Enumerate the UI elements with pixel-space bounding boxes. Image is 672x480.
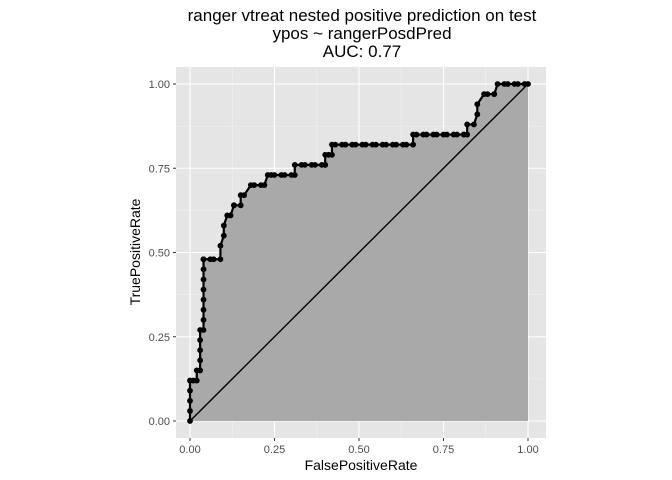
roc-point [231, 202, 237, 209]
roc-point [281, 172, 288, 178]
roc-point [514, 81, 521, 87]
x-axis-ticks: 0.00 0.25 0.50 0.75 1.00 [179, 438, 539, 456]
roc-point [433, 131, 440, 138]
roc-point [217, 242, 224, 249]
y-tick-label: 0.50 [149, 248, 170, 260]
roc-point [491, 91, 498, 98]
roc-point [200, 327, 207, 333]
roc-point [200, 296, 207, 303]
roc-point [237, 202, 244, 209]
roc-point [187, 407, 193, 414]
roc-point [187, 387, 193, 394]
roc-point [413, 131, 420, 138]
roc-point [454, 131, 460, 138]
roc-point [241, 192, 247, 199]
y-tick-label: 0.00 [149, 416, 170, 428]
y-tick-label: 0.25 [149, 332, 170, 344]
chart-title: ranger vtreat nested positive prediction… [187, 6, 537, 25]
roc-point [342, 141, 349, 148]
roc-point [329, 151, 335, 158]
roc-point [291, 172, 298, 178]
roc-point [464, 131, 471, 138]
roc-point [261, 182, 268, 189]
roc-point [474, 111, 481, 118]
roc-point [187, 418, 193, 424]
roc-point [352, 141, 359, 148]
y-axis-ticks: 0.00 0.25 0.50 0.75 1.00 [149, 79, 176, 428]
chart-subtitle: ypos ~ rangerPosdPred [272, 24, 452, 43]
roc-point [200, 286, 207, 293]
roc-point [220, 232, 227, 239]
roc-point [220, 222, 227, 229]
roc-point [362, 141, 369, 148]
roc-point [464, 121, 471, 128]
roc-point [200, 276, 207, 283]
roc-point [410, 141, 416, 148]
x-tick-label: 0.25 [264, 444, 285, 456]
roc-point [443, 131, 450, 138]
y-tick-label: 0.75 [149, 163, 170, 175]
roc-point [471, 121, 477, 128]
roc-point [271, 172, 278, 178]
roc-point [312, 161, 318, 168]
roc-point [302, 161, 308, 168]
roc-point [525, 81, 531, 87]
x-tick-label: 0.75 [433, 444, 454, 456]
y-axis-title: TruePositiveRate [127, 198, 143, 305]
x-axis-title: FalsePositiveRate [305, 457, 418, 473]
roc-point [200, 306, 207, 313]
roc-point [210, 256, 217, 263]
roc-point [187, 397, 193, 404]
roc-point [494, 81, 501, 87]
y-tick-label: 1.00 [149, 79, 170, 91]
roc-point [423, 131, 430, 138]
x-tick-label: 1.00 [517, 444, 538, 456]
roc-point [403, 141, 410, 148]
roc-point [197, 367, 204, 374]
roc-point [227, 212, 234, 219]
roc-point [200, 266, 207, 273]
roc-point [474, 101, 481, 108]
roc-point [504, 81, 511, 87]
roc-point [484, 91, 491, 98]
roc-point [322, 161, 329, 168]
chart-caption: AUC: 0.77 [322, 42, 402, 61]
roc-point [251, 182, 258, 189]
roc-point [200, 317, 207, 323]
roc-point [197, 357, 204, 364]
diagonal-reference-line [189, 83, 529, 422]
roc-points [187, 81, 531, 424]
roc-point [193, 377, 200, 384]
roc-point [197, 347, 204, 354]
x-tick-label: 0.00 [179, 444, 200, 456]
roc-point [373, 141, 379, 148]
roc-point [200, 256, 207, 263]
roc-point [383, 141, 389, 148]
x-tick-label: 0.50 [348, 444, 369, 456]
roc-point [197, 337, 204, 344]
roc-point [291, 161, 298, 168]
roc-point [217, 256, 224, 263]
roc-point [332, 141, 339, 148]
roc-point [393, 141, 400, 148]
